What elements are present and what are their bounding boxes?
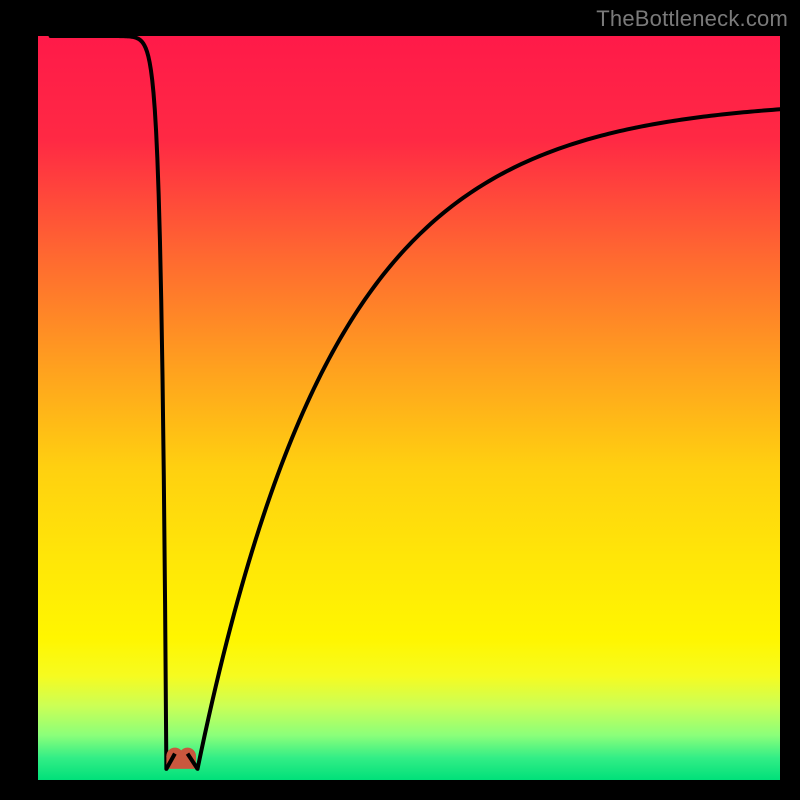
curve-right-branch xyxy=(198,109,780,769)
curve-overlay xyxy=(38,36,780,780)
curve-left-branch xyxy=(51,36,167,769)
watermark-text: TheBottleneck.com xyxy=(596,6,788,32)
chart-container: TheBottleneck.com xyxy=(0,0,800,800)
plot-area xyxy=(38,36,780,780)
